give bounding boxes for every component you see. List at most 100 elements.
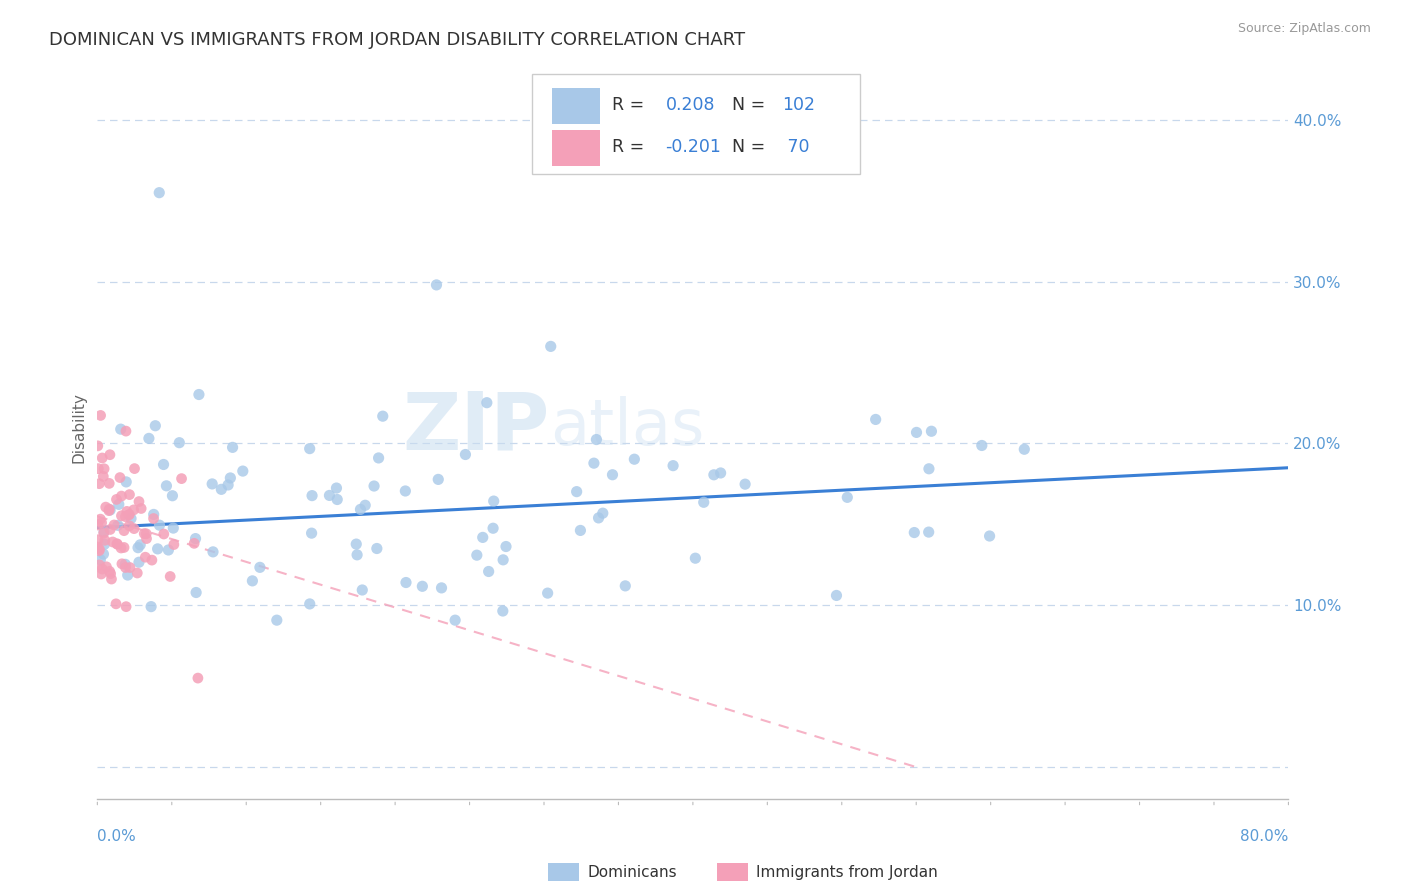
Point <box>97 503 120 517</box>
Point <box>135 526 157 541</box>
Point <box>91 469 114 483</box>
Point <box>349 502 371 516</box>
Text: R =: R = <box>612 138 650 156</box>
Point <box>114 560 136 574</box>
Point <box>152 527 174 541</box>
Point <box>217 478 239 492</box>
Point <box>371 409 394 424</box>
Point <box>301 489 323 503</box>
Point <box>118 508 141 522</box>
Point <box>128 555 150 569</box>
Point <box>114 509 136 524</box>
Point <box>93 526 115 541</box>
Point <box>495 540 517 554</box>
Point <box>94 533 117 548</box>
Point <box>170 472 193 486</box>
Text: Source: ZipAtlas.com: Source: ZipAtlas.com <box>1237 22 1371 36</box>
Point <box>465 548 488 562</box>
Point <box>703 467 725 482</box>
Point <box>128 494 150 508</box>
Point <box>662 458 685 473</box>
Text: 0.0%: 0.0% <box>97 829 136 844</box>
Point <box>159 569 181 583</box>
Point <box>142 511 165 525</box>
Point <box>602 467 624 482</box>
Point <box>110 422 132 436</box>
Point <box>825 589 848 603</box>
Point <box>89 512 111 526</box>
Point <box>134 550 156 565</box>
Point <box>115 599 138 614</box>
Point <box>184 532 207 546</box>
Point <box>187 387 209 401</box>
Text: N =: N = <box>733 96 770 114</box>
Point <box>122 503 145 517</box>
Point <box>325 481 347 495</box>
Point <box>318 488 340 502</box>
Point <box>146 541 169 556</box>
Text: ZIP: ZIP <box>402 388 550 467</box>
Point <box>301 526 323 541</box>
Point <box>148 186 170 200</box>
Point <box>201 477 224 491</box>
Point <box>118 508 141 522</box>
Point <box>89 552 111 566</box>
Point <box>105 492 128 507</box>
Point <box>979 529 1001 543</box>
Point <box>162 521 184 535</box>
Point <box>112 541 135 555</box>
Point <box>346 548 368 562</box>
Point <box>91 562 114 576</box>
Point <box>118 560 141 574</box>
Point <box>111 557 134 571</box>
Point <box>163 537 186 551</box>
Point <box>232 464 254 478</box>
Point <box>117 568 139 582</box>
Point <box>127 541 149 555</box>
Text: -0.201: -0.201 <box>665 138 721 156</box>
Point <box>475 395 498 409</box>
Point <box>693 495 716 509</box>
Point <box>89 543 111 558</box>
Point <box>221 441 243 455</box>
Point <box>89 542 111 557</box>
Point <box>89 558 111 572</box>
Point <box>110 541 132 555</box>
Point <box>298 442 321 456</box>
Point <box>582 456 605 470</box>
FancyBboxPatch shape <box>531 74 859 174</box>
Point <box>143 418 166 433</box>
Point <box>98 523 121 537</box>
Point <box>93 462 115 476</box>
Point <box>492 553 515 567</box>
Point <box>394 483 416 498</box>
Point <box>471 530 494 544</box>
Point <box>298 597 321 611</box>
Point <box>734 477 756 491</box>
Point <box>367 450 389 465</box>
Point <box>249 560 271 574</box>
Point <box>905 425 928 440</box>
Point <box>134 526 156 541</box>
Point <box>411 579 433 593</box>
Point <box>585 433 607 447</box>
Point <box>90 516 112 530</box>
Point <box>540 339 562 353</box>
Point <box>101 535 124 549</box>
Point <box>592 506 614 520</box>
Point <box>920 424 942 438</box>
Point <box>122 522 145 536</box>
Point <box>107 518 129 533</box>
Point <box>93 524 115 539</box>
Point <box>105 597 128 611</box>
Y-axis label: Disability: Disability <box>72 392 86 463</box>
Point <box>139 599 162 614</box>
Point <box>478 565 501 579</box>
Point <box>91 450 114 465</box>
Text: atlas: atlas <box>550 396 704 458</box>
Point <box>162 489 184 503</box>
Point <box>87 533 110 547</box>
Point <box>155 479 177 493</box>
Point <box>135 532 157 546</box>
Point <box>120 511 142 525</box>
